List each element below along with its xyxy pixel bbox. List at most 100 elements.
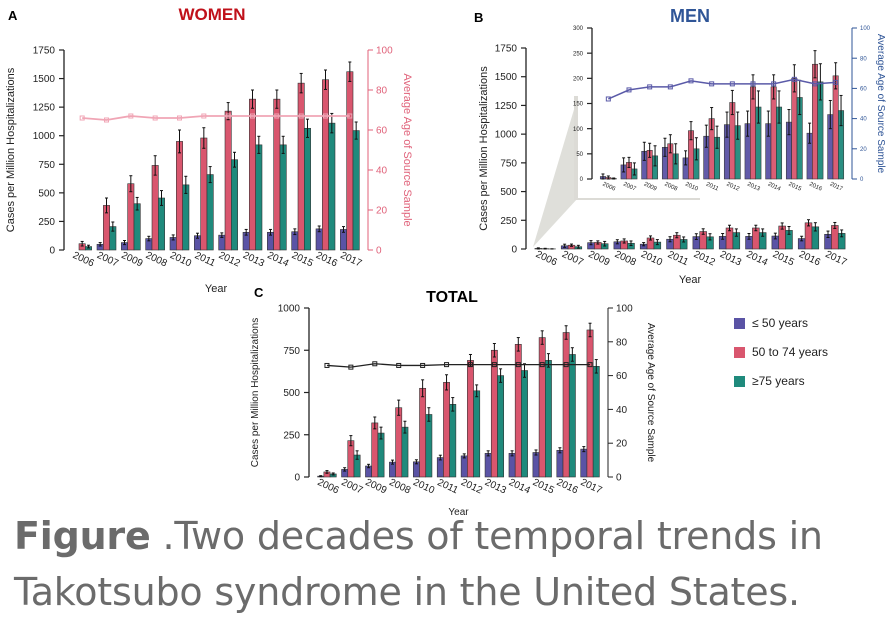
y2-tick-label: 80 xyxy=(616,337,628,348)
bar-50-74 xyxy=(831,225,838,249)
y-tick-label: 150 xyxy=(573,102,584,108)
x-tick-label: 2006 xyxy=(316,477,341,497)
panel-title-women: WOMEN xyxy=(178,5,245,24)
x-tick-label: 2011 xyxy=(436,477,461,496)
x-tick-label: 2017 xyxy=(823,249,848,269)
y2-tick-label: 100 xyxy=(376,46,393,57)
legend-item-50-74: 50 to 74 years xyxy=(734,345,828,359)
y-axis-label: Cases per Million Hospitalizations xyxy=(478,66,490,231)
legend-item-under-50: ≤ 50 years xyxy=(734,316,828,330)
y-tick-label: 1250 xyxy=(495,101,518,112)
x-tick-label: 2017 xyxy=(579,477,604,497)
panel-label-a: A xyxy=(8,8,18,23)
legend-swatch xyxy=(734,318,745,329)
bar-50-74 xyxy=(128,184,134,250)
bar-50-74 xyxy=(396,408,402,477)
bar-75-plus xyxy=(207,175,213,250)
x-tick-label: 2016 xyxy=(797,249,822,269)
x-tick-label: 2006 xyxy=(71,250,96,270)
x-tick-label: 2006 xyxy=(534,249,559,269)
bar-75-plus xyxy=(256,145,262,250)
x-tick-label: 2014 xyxy=(744,249,769,269)
bar-75-plus xyxy=(450,404,456,477)
panel-title-total: TOTAL xyxy=(426,289,478,306)
x-tick-label: 2013 xyxy=(483,477,508,497)
x-tick-label: 2011 xyxy=(193,250,218,269)
y2-axis-label: Average Age of Source Sample xyxy=(401,73,413,226)
legend-swatch xyxy=(734,347,745,358)
x-tick-label: 2015 xyxy=(771,249,796,269)
x-tick-label: 2007 xyxy=(560,249,585,269)
y-axis-label: Cases per Million Hospitalizations xyxy=(5,67,17,232)
y-tick-label: 750 xyxy=(283,346,300,357)
bar-75-plus xyxy=(134,204,140,250)
bar-50-74 xyxy=(833,76,838,179)
bar-50-74 xyxy=(443,382,449,477)
y2-tick-label: 0 xyxy=(616,473,622,484)
y2-axis-label: Average Age of Source Sample xyxy=(875,34,886,174)
y-tick-label: 200 xyxy=(573,76,584,82)
bar-75-plus xyxy=(329,123,335,250)
y2-tick-label: 20 xyxy=(616,439,628,450)
bar-50-74 xyxy=(225,111,231,250)
y-tick-label: 0 xyxy=(294,473,300,484)
x-tick-label: 2012 xyxy=(692,249,717,269)
y2-tick-label: 40 xyxy=(376,166,388,177)
x-tick-label: 2012 xyxy=(459,477,484,497)
bar-under-50 xyxy=(581,449,587,477)
x-tick-label: 2009 xyxy=(363,477,388,497)
bar-75-plus xyxy=(593,366,599,477)
bar-50-74 xyxy=(563,333,569,477)
y-tick-label: 750 xyxy=(500,158,517,169)
legend-label: ≤ 50 years xyxy=(752,316,808,330)
x-tick-label: 2013 xyxy=(718,249,743,269)
bar-75-plus xyxy=(231,160,237,250)
legend-label: ≥75 years xyxy=(752,374,805,388)
x-tick-label: 2015 xyxy=(531,477,556,497)
x-tick-label: 2010 xyxy=(168,250,193,270)
bar-50-74 xyxy=(322,80,328,250)
y-tick-label: 1500 xyxy=(495,72,518,83)
bar-50-74 xyxy=(750,87,755,179)
bar-50-74 xyxy=(176,141,182,250)
bar-75-plus xyxy=(426,414,432,477)
x-tick-label: 2010 xyxy=(411,477,436,497)
y-tick-label: 500 xyxy=(38,188,55,199)
y-tick-label: 1500 xyxy=(33,74,56,85)
x-tick-label: 2008 xyxy=(387,477,412,497)
y2-tick-label: 20 xyxy=(860,147,867,153)
x-tick-label: 2009 xyxy=(119,250,144,270)
y2-tick-label: 80 xyxy=(376,86,388,97)
y2-tick-label: 80 xyxy=(860,56,867,62)
y-tick-label: 300 xyxy=(573,26,584,32)
bar-75-plus xyxy=(378,433,384,477)
bar-75-plus xyxy=(497,376,503,477)
y-tick-label: 500 xyxy=(500,187,517,198)
bar-under-50 xyxy=(461,456,467,477)
y2-tick-label: 100 xyxy=(860,26,871,32)
y-tick-label: 100 xyxy=(573,127,584,133)
x-axis-label: Year xyxy=(679,274,702,286)
bar-75-plus xyxy=(183,185,189,250)
y-tick-label: 1750 xyxy=(495,44,518,55)
bar-75-plus xyxy=(353,131,359,250)
y-tick-label: 750 xyxy=(38,160,55,171)
bar-75-plus xyxy=(280,145,286,250)
bar-50-74 xyxy=(152,165,158,250)
bar-under-50 xyxy=(509,453,515,477)
bar-50-74 xyxy=(587,330,593,477)
bar-75-plus xyxy=(569,354,575,477)
x-tick-label: 2010 xyxy=(639,249,664,269)
y-tick-label: 500 xyxy=(283,388,300,399)
x-tick-label: 2014 xyxy=(265,250,290,270)
bar-50-74 xyxy=(298,83,304,250)
y2-tick-label: 40 xyxy=(616,405,628,416)
bar-50-74 xyxy=(539,338,545,477)
y-tick-label: 1000 xyxy=(495,130,518,141)
x-tick-label: 2008 xyxy=(613,249,638,269)
bar-50-74 xyxy=(347,72,353,250)
x-tick-label: 2011 xyxy=(666,249,691,268)
